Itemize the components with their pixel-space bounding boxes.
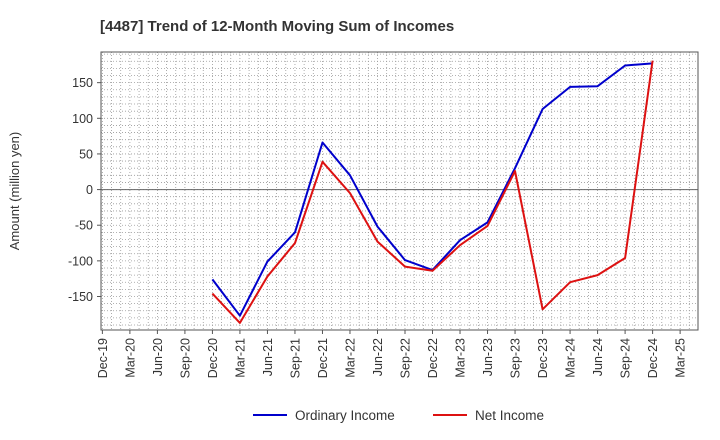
x-tick-label: Mar-25 [674,338,688,378]
grid [101,52,698,330]
legend: Ordinary Income Net Income [253,408,544,423]
y-tick-label: -100 [68,254,93,268]
y-axis-label: Amount (million yen) [7,132,22,251]
x-tick-label: Dec-24 [646,338,660,378]
legend-label: Ordinary Income [295,408,395,423]
x-tick-label: Jun-21 [261,338,275,376]
y-tick-label: 0 [86,183,93,197]
x-tick-label: Mar-20 [123,338,137,378]
series-line-net-income [211,60,654,324]
x-tick-label: Sep-23 [509,338,523,378]
x-tick-label: Jun-23 [481,338,495,376]
x-tick-label: Dec-21 [316,338,330,378]
x-tick-label: Sep-20 [178,338,192,378]
x-tick-label: Mar-21 [233,338,247,378]
y-tick-label: 50 [79,147,93,161]
y-tick-label: -50 [75,219,93,233]
plot-border [100,51,699,331]
x-tick-label: Jun-20 [151,338,165,376]
chart-title: [4487] Trend of 12-Month Moving Sum of I… [100,18,454,35]
x-tick-label: Jun-24 [591,338,605,376]
x-ticks: Dec-19 Mar-20 Jun-20 Sep-20 Dec-20 Mar-21 Jun-… [96,330,688,378]
x-tick-label: Jun-22 [371,338,385,376]
series-layer [211,60,654,324]
x-tick-label: Sep-24 [619,338,633,378]
x-tick-label: Dec-22 [426,338,440,378]
y-tick-label: 100 [72,112,93,126]
x-tick-label: Sep-21 [288,338,302,378]
x-tick-label: Mar-23 [454,338,468,378]
x-tick-label: Dec-23 [536,338,550,378]
y-ticks: -150 -100 -50 0 50 100 150 [68,76,101,304]
x-tick-label: Mar-24 [564,338,578,378]
x-tick-label: Dec-19 [96,338,110,378]
legend-label: Net Income [475,408,544,423]
x-tick-label: Dec-20 [206,338,220,378]
y-tick-label: -150 [68,290,93,304]
x-tick-label: Mar-22 [343,338,357,378]
x-tick-label: Sep-22 [399,338,413,378]
y-tick-label: 150 [72,76,93,90]
